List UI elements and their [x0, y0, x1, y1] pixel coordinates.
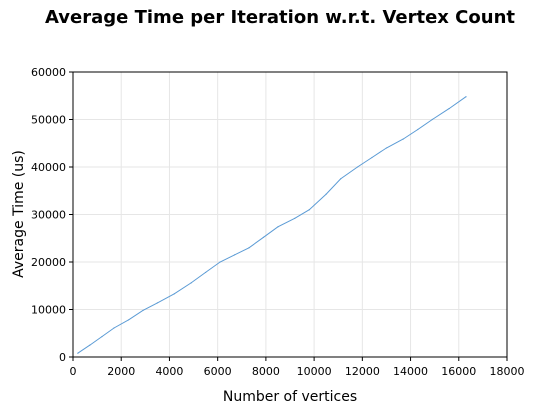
x-tick-label: 16000 [441, 365, 476, 378]
data-point [233, 254, 236, 256]
data-point [77, 352, 79, 354]
chart-title: Average Time per Iteration w.r.t. Vertex… [45, 7, 515, 28]
x-axis-label: Number of vertices [223, 389, 357, 405]
x-tick-label: 4000 [155, 365, 183, 378]
y-tick-label: 60000 [31, 66, 66, 79]
data-point [356, 166, 359, 168]
data-point [113, 327, 115, 329]
data-point [101, 335, 103, 338]
data-point [248, 247, 250, 249]
data-point [465, 96, 467, 98]
data-point [173, 293, 175, 295]
tick-layer: 0 2000 4000 6000 8000 10000 12000 14000 16000 180… [31, 66, 525, 378]
grid-layer [72, 71, 508, 358]
x-tick-label: 0 [70, 365, 77, 378]
data-point [402, 138, 404, 140]
y-tick-label: 20000 [31, 256, 66, 269]
data-point [308, 209, 310, 211]
data-point [385, 147, 388, 149]
x-tick-label: 14000 [393, 365, 428, 378]
x-tick-label: 2000 [107, 365, 135, 378]
data-point [142, 309, 144, 312]
x-tick-label: 10000 [297, 365, 332, 378]
data-point [294, 217, 296, 219]
data-point [89, 344, 91, 346]
y-tick-label: 30000 [31, 209, 66, 222]
data-point [431, 118, 433, 121]
data-point [262, 236, 265, 238]
x-tick-label: 6000 [204, 365, 232, 378]
x-tick-label: 18000 [490, 365, 525, 378]
series-line [77, 96, 467, 354]
y-tick-label: 0 [59, 351, 66, 364]
data-point [340, 178, 342, 180]
series-layer [77, 96, 467, 354]
data-point [219, 261, 221, 263]
data-point [127, 319, 130, 321]
data-point [277, 226, 279, 228]
data-point [417, 128, 419, 131]
x-tick-label: 8000 [252, 365, 280, 378]
data-point [190, 282, 192, 284]
data-point [325, 193, 327, 195]
y-tick-label: 50000 [31, 114, 66, 127]
data-point [448, 107, 450, 110]
data-point [371, 156, 373, 159]
y-axis-label: Average Time (us) [11, 150, 27, 278]
data-point [205, 271, 207, 274]
y-tick-label: 10000 [31, 304, 66, 317]
x-tick-label: 12000 [345, 365, 380, 378]
data-point [156, 302, 158, 304]
y-tick-label: 40000 [31, 161, 66, 174]
